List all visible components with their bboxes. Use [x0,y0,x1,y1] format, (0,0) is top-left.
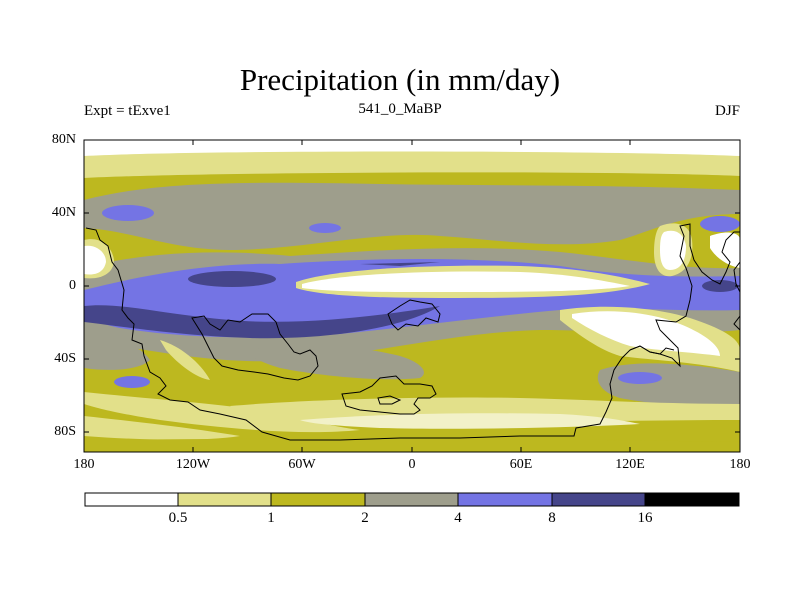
lon-label-60e: 60E [509,457,533,472]
colorbar-bin-3 [270,492,366,507]
period-label: 541_0_MaBP [358,101,442,117]
colorbar-bin-5 [457,492,553,507]
colorbar-bin-7 [644,492,740,507]
lon-label-180e: 180 [729,457,751,472]
coastlines [85,223,740,441]
colorbar-bin-6 [551,492,646,507]
lat-label-80s: 80S [54,424,76,439]
lat-label-40s: 40S [54,351,76,366]
colorbar-label-16: 16 [637,510,653,526]
colorbar-label-1: 1 [267,510,275,526]
colorbar-label-0-5: 0.5 [168,510,188,526]
lon-label-180w: 180 [73,457,95,472]
colorbar-bin-2 [177,492,272,507]
axis-ticks [83,139,741,452]
experiment-label: Expt = tExve1 [84,103,171,119]
lon-label-120e: 120E [615,457,645,472]
lon-label-0: 0 [408,457,416,472]
lon-label-60w: 60W [288,457,316,472]
lat-label-eq: 0 [69,278,76,293]
map-title: Precipitation (in mm/day) [239,62,561,97]
colorbar-bin-4 [364,492,459,507]
colorbar-bin-1 [84,492,179,507]
colorbar-label-4: 4 [454,510,462,526]
lat-label-80n: 80N [51,132,76,147]
map-field [84,140,740,452]
lon-label-120w: 120W [175,457,211,472]
colorbar-label-2: 2 [361,510,369,526]
colorbar-label-8: 8 [548,510,556,526]
season-label: DJF [714,103,740,119]
colorbar [84,492,740,507]
lat-label-40n: 40N [51,205,76,220]
